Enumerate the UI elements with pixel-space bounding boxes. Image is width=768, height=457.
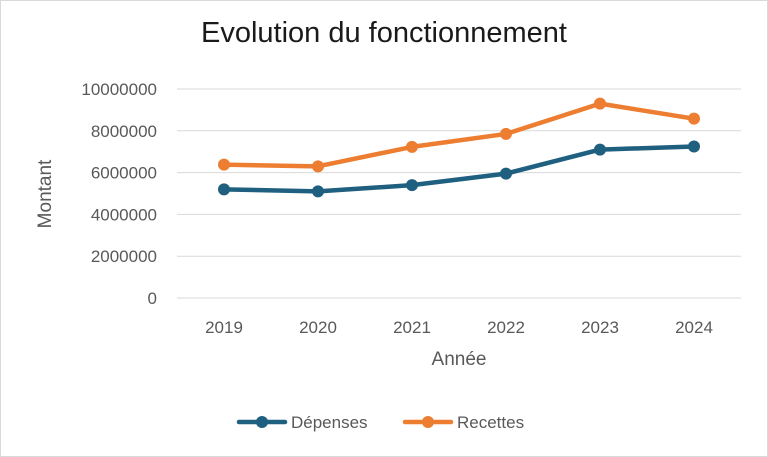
data-point <box>218 158 230 171</box>
legend-marker <box>256 416 268 428</box>
x-tick-label: 2024 <box>675 318 713 337</box>
data-point <box>406 140 418 153</box>
legend-item: Recettes <box>402 413 524 432</box>
data-point <box>594 143 606 156</box>
x-tick-label: 2023 <box>581 318 619 337</box>
x-tick-label: 2020 <box>299 318 337 337</box>
x-tick-label: 2019 <box>205 318 243 337</box>
gridlines <box>177 88 741 299</box>
chart-title: Evolution du fonctionnement <box>201 17 567 49</box>
series-line <box>221 101 697 169</box>
x-tick-label: 2021 <box>393 318 431 337</box>
y-tick-label: 0 <box>148 289 157 308</box>
y-axis-title: Montant <box>35 159 56 228</box>
y-tick-label: 4000000 <box>91 205 157 224</box>
data-point <box>500 167 512 180</box>
series-recettes <box>218 97 700 173</box>
series-dépenses <box>218 140 700 198</box>
y-axis-ticks: 0 2000000 4000000 6000000 8000000 10000000 <box>81 80 157 308</box>
y-tick-label: 8000000 <box>91 122 157 141</box>
data-point <box>688 140 700 153</box>
y-tick-label: 2000000 <box>91 247 157 266</box>
series-line <box>221 144 697 194</box>
data-point <box>500 127 512 140</box>
data-point <box>594 97 606 110</box>
legend-label: Dépenses <box>291 413 368 432</box>
data-point <box>688 112 700 125</box>
series-layer <box>218 97 700 198</box>
x-axis-ticks: 2019 2020 2021 2022 2023 2024 <box>205 318 713 337</box>
x-tick-label: 2022 <box>487 318 525 337</box>
data-point <box>218 183 230 196</box>
legend-marker <box>422 416 434 428</box>
legend-item: Dépenses <box>236 413 368 432</box>
data-point <box>406 179 418 192</box>
data-point <box>312 160 324 173</box>
data-point <box>312 185 324 198</box>
x-axis-title: Année <box>432 349 487 370</box>
y-tick-label: 6000000 <box>91 164 157 183</box>
legend-label: Recettes <box>457 413 524 432</box>
y-tick-label: 10000000 <box>81 80 157 99</box>
legend: Dépenses Recettes <box>236 413 524 432</box>
